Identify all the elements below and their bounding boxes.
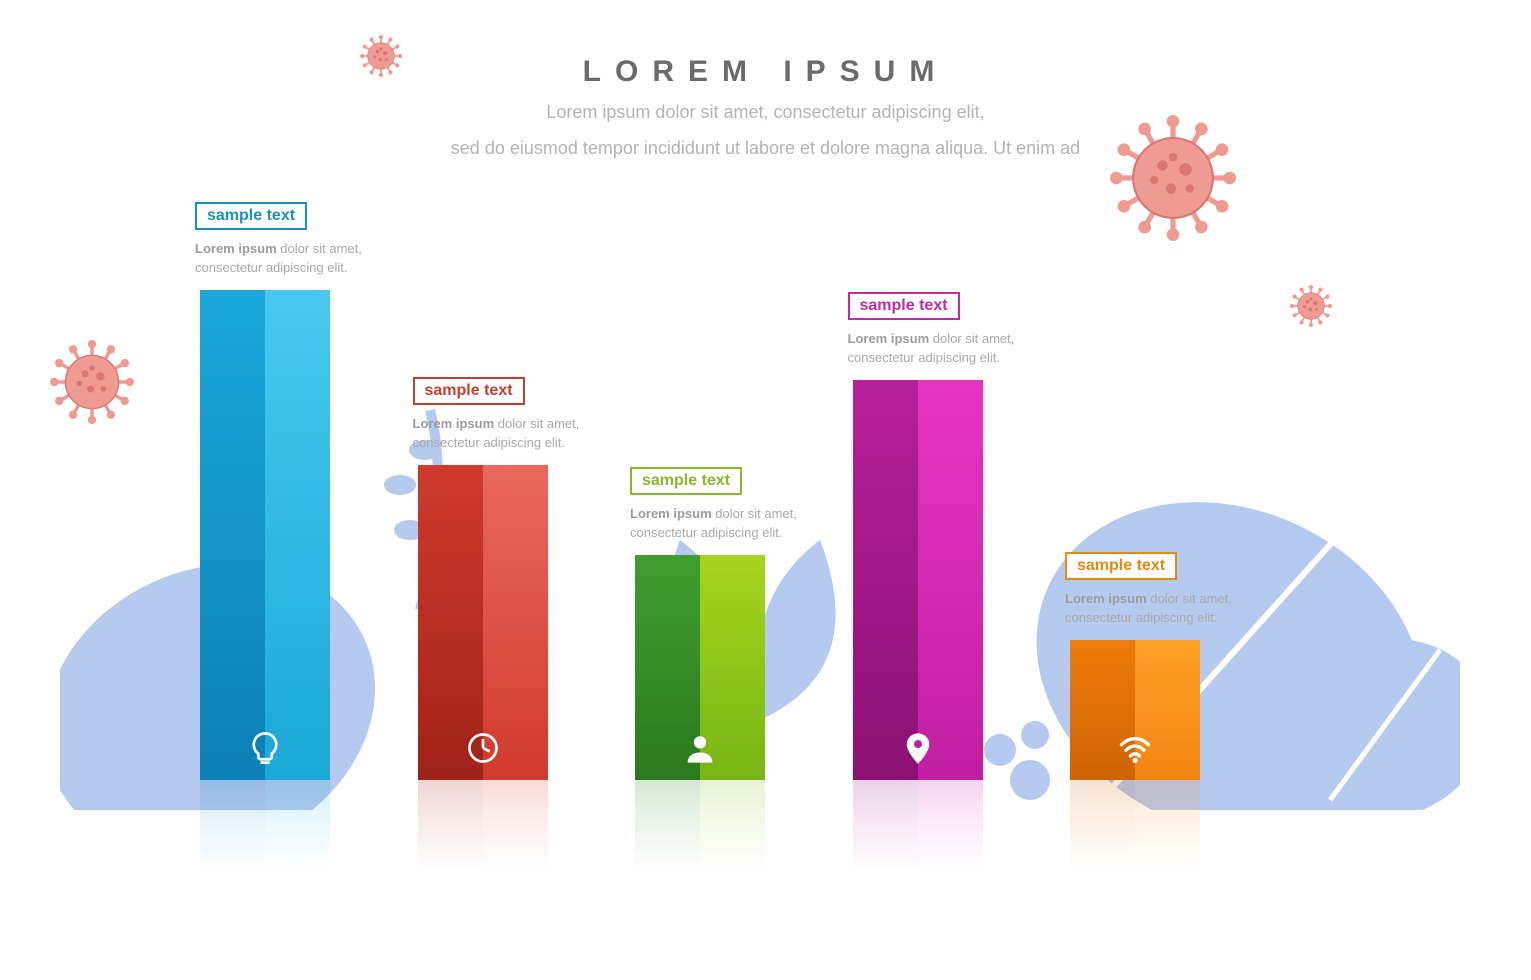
virus-icon [1290,285,1332,327]
pin-icon [900,730,936,766]
bar-chart: sample text Lorem ipsum dolor sit amet, c… [200,220,1200,780]
bar-description: Lorem ipsum dolor sit amet, consectetur … [1065,590,1240,628]
bar-tag: sample text [413,377,525,405]
page-title: LOREM IPSUM [0,55,1531,89]
bar-1: sample textLorem ipsum dolor sit amet, c… [200,290,330,780]
clock-icon [465,730,501,766]
bar-4: sample textLorem ipsum dolor sit amet, c… [853,380,983,780]
bar-description: Lorem ipsum dolor sit amet, consectetur … [630,505,805,543]
bar-description: Lorem ipsum dolor sit amet, consectetur … [195,240,370,278]
bar-tag: sample text [630,467,742,495]
bar-column [635,555,765,780]
infographic-stage: LOREM IPSUM Lorem ipsum dolor sit amet, … [0,0,1531,980]
virus-decor [1290,285,1332,332]
bar-label: sample text Lorem ipsum dolor sit amet, c… [413,377,588,453]
bar-label: sample text Lorem ipsum dolor sit amet, c… [1065,552,1240,628]
subtitle-line-2: sed do eiusmod tempor incididunt ut labo… [0,135,1531,161]
person-icon [682,730,718,766]
wifi-icon [1117,730,1153,766]
bar-label: sample text Lorem ipsum dolor sit amet, c… [630,467,805,543]
bar-2: sample textLorem ipsum dolor sit amet, c… [418,465,548,780]
bar-column [1070,640,1200,780]
bar-3: sample textLorem ipsum dolor sit amet, c… [635,555,765,780]
bar-description: Lorem ipsum dolor sit amet, consectetur … [413,415,588,453]
bar-tag: sample text [195,202,307,230]
bar-tag: sample text [1065,552,1177,580]
bar-column [853,380,983,780]
bar-label: sample text Lorem ipsum dolor sit amet, c… [848,292,1023,368]
bar-5: sample textLorem ipsum dolor sit amet, c… [1070,640,1200,780]
virus-decor [50,340,134,429]
bulb-icon [247,730,283,766]
header: LOREM IPSUM Lorem ipsum dolor sit amet, … [0,55,1531,161]
bar-column [418,465,548,780]
bar-label: sample text Lorem ipsum dolor sit amet, c… [195,202,370,278]
bar-column [200,290,330,780]
bar-description: Lorem ipsum dolor sit amet, consectetur … [848,330,1023,368]
bar-tag: sample text [848,292,960,320]
virus-icon [50,340,134,424]
subtitle-line-1: Lorem ipsum dolor sit amet, consectetur … [0,99,1531,125]
